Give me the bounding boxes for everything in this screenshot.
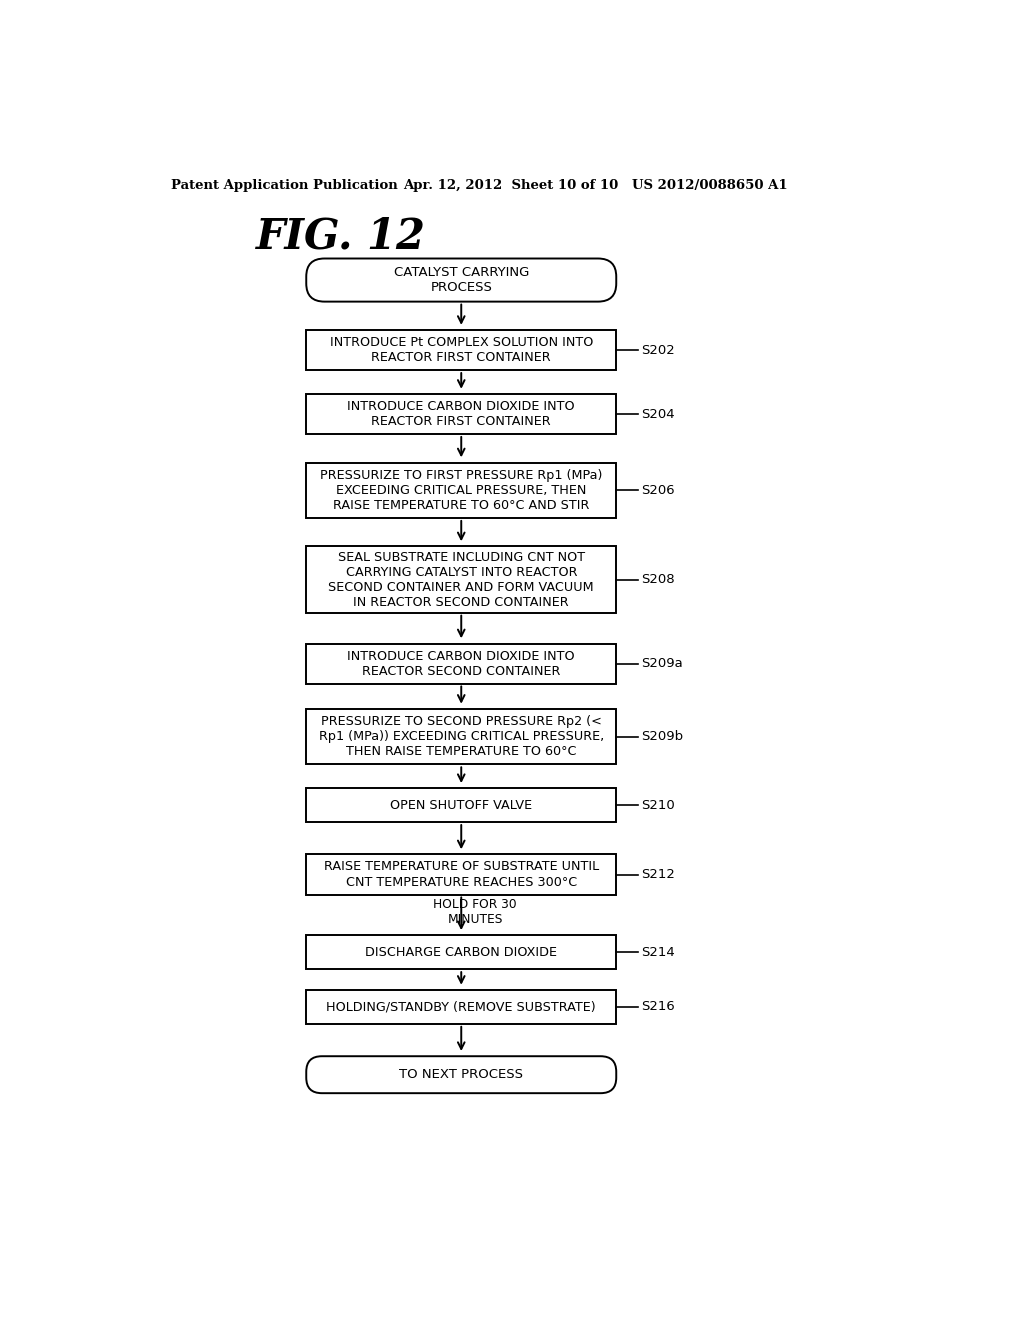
Text: INTRODUCE Pt COMPLEX SOLUTION INTO
REACTOR FIRST CONTAINER: INTRODUCE Pt COMPLEX SOLUTION INTO REACT…: [330, 337, 593, 364]
Text: INTRODUCE CARBON DIOXIDE INTO
REACTOR SECOND CONTAINER: INTRODUCE CARBON DIOXIDE INTO REACTOR SE…: [347, 649, 575, 677]
Bar: [306, 395, 616, 434]
Text: S202: S202: [641, 343, 675, 356]
Text: INTRODUCE CARBON DIOXIDE INTO
REACTOR FIRST CONTAINER: INTRODUCE CARBON DIOXIDE INTO REACTOR FI…: [347, 400, 575, 428]
Text: S210: S210: [641, 799, 675, 812]
Text: US 2012/0088650 A1: US 2012/0088650 A1: [632, 178, 787, 191]
Bar: [306, 709, 616, 764]
Bar: [306, 330, 616, 370]
Bar: [306, 546, 616, 612]
Text: S209b: S209b: [641, 730, 683, 743]
FancyBboxPatch shape: [306, 259, 616, 302]
Text: S216: S216: [641, 1001, 675, 1014]
Text: Apr. 12, 2012  Sheet 10 of 10: Apr. 12, 2012 Sheet 10 of 10: [403, 178, 618, 191]
Text: DISCHARGE CARBON DIOXIDE: DISCHARGE CARBON DIOXIDE: [366, 945, 557, 958]
Bar: [306, 462, 616, 517]
Text: S209a: S209a: [641, 657, 683, 671]
Text: S208: S208: [641, 573, 675, 586]
Text: RAISE TEMPERATURE OF SUBSTRATE UNTIL
CNT TEMPERATURE REACHES 300°C: RAISE TEMPERATURE OF SUBSTRATE UNTIL CNT…: [324, 861, 599, 888]
Text: TO NEXT PROCESS: TO NEXT PROCESS: [399, 1068, 523, 1081]
Text: HOLD FOR 30
MINUTES: HOLD FOR 30 MINUTES: [433, 898, 517, 925]
Bar: [306, 936, 616, 969]
Text: PRESSURIZE TO FIRST PRESSURE Rp1 (MPa)
EXCEEDING CRITICAL PRESSURE, THEN
RAISE T: PRESSURIZE TO FIRST PRESSURE Rp1 (MPa) E…: [321, 469, 602, 512]
Text: OPEN SHUTOFF VALVE: OPEN SHUTOFF VALVE: [390, 799, 532, 812]
Text: PRESSURIZE TO SECOND PRESSURE Rp2 (<
Rp1 (MPa)) EXCEEDING CRITICAL PRESSURE,
THE: PRESSURIZE TO SECOND PRESSURE Rp2 (< Rp1…: [318, 715, 604, 758]
Text: S206: S206: [641, 483, 675, 496]
Text: Patent Application Publication: Patent Application Publication: [171, 178, 397, 191]
Text: FIG. 12: FIG. 12: [256, 216, 426, 257]
Bar: [306, 854, 616, 895]
FancyBboxPatch shape: [306, 1056, 616, 1093]
Text: S212: S212: [641, 869, 675, 880]
Text: S204: S204: [641, 408, 675, 421]
Bar: [306, 644, 616, 684]
Bar: [306, 990, 616, 1024]
Text: CATALYST CARRYING
PROCESS: CATALYST CARRYING PROCESS: [393, 267, 529, 294]
Text: SEAL SUBSTRATE INCLUDING CNT NOT
CARRYING CATALYST INTO REACTOR
SECOND CONTAINER: SEAL SUBSTRATE INCLUDING CNT NOT CARRYIN…: [329, 550, 594, 609]
Bar: [306, 788, 616, 822]
Text: HOLDING/STANDBY (REMOVE SUBSTRATE): HOLDING/STANDBY (REMOVE SUBSTRATE): [327, 1001, 596, 1014]
Text: S214: S214: [641, 945, 675, 958]
